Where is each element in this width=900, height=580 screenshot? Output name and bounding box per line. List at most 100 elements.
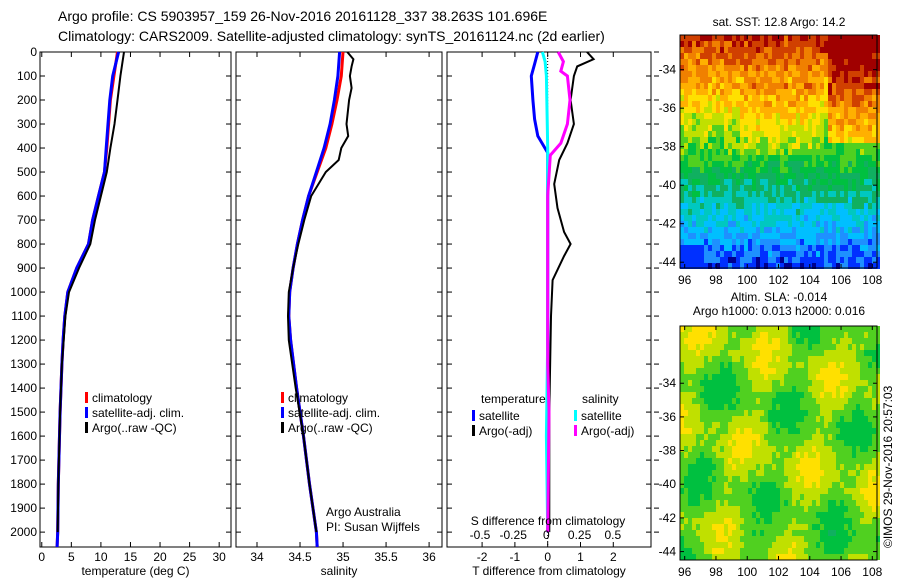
map-cell: [792, 452, 796, 458]
map-cell: [856, 386, 860, 392]
map-cell: [696, 464, 700, 470]
map-cell: [820, 344, 824, 350]
map-cell: [816, 263, 820, 269]
map-cell: [756, 380, 760, 386]
map-cell: [776, 191, 780, 197]
map-cell: [712, 404, 716, 410]
map-cell: [772, 422, 776, 428]
map-cell: [876, 380, 880, 386]
map-cell: [844, 59, 848, 65]
map-cell: [848, 155, 852, 161]
map-cell: [844, 173, 848, 179]
map-cell: [728, 458, 732, 464]
map-cell: [720, 434, 724, 440]
map-cell: [812, 35, 816, 41]
map-cell: [812, 518, 816, 524]
map-cell: [736, 143, 740, 149]
map-cell: [732, 488, 736, 494]
map-cell: [812, 251, 816, 257]
map-cell: [688, 239, 692, 245]
map-cell: [692, 185, 696, 191]
map-cell: [684, 476, 688, 482]
map-cell: [832, 332, 836, 338]
map-cell: [796, 209, 800, 215]
map-cell: [816, 257, 820, 263]
map-cell: [824, 488, 828, 494]
map-cell: [764, 464, 768, 470]
map-cell: [832, 350, 836, 356]
map-cell: [760, 416, 764, 422]
map-cell: [856, 89, 860, 95]
map-cell: [792, 209, 796, 215]
credit: ©IMOS 29-Nov-2016 20:57:03: [881, 385, 895, 548]
x-tick-label: 25: [183, 550, 197, 564]
y-tick-label: 900: [17, 261, 37, 275]
map-cell: [720, 554, 724, 560]
map-cell: [760, 362, 764, 368]
map-cell: [680, 65, 684, 71]
map-cell: [740, 368, 744, 374]
map-cell: [780, 107, 784, 113]
map-cell: [692, 428, 696, 434]
map-cell: [788, 83, 792, 89]
map-cell: [796, 404, 800, 410]
map-cell: [784, 263, 788, 269]
map-cell: [752, 482, 756, 488]
map-cell: [768, 95, 772, 101]
map-cell: [824, 542, 828, 548]
panel-frame-temperature: [39, 51, 232, 548]
map-cell: [736, 428, 740, 434]
map-cell: [748, 161, 752, 167]
map-cell: [756, 137, 760, 143]
legend-label: satellite: [479, 409, 520, 423]
map-cell: [720, 542, 724, 548]
map-cell: [748, 107, 752, 113]
map-cell: [684, 113, 688, 119]
series-argo-raw-qc-: [56, 51, 125, 533]
map-cell: [796, 434, 800, 440]
map-cell: [872, 95, 876, 101]
map-cell: [808, 452, 812, 458]
map-cell: [776, 95, 780, 101]
map-cell: [816, 251, 820, 257]
map-cell: [820, 35, 824, 41]
map-cell: [820, 524, 824, 530]
map-cell: [780, 65, 784, 71]
y-tick-label: 2000: [10, 525, 37, 539]
map-cell: [772, 416, 776, 422]
map-cell: [780, 83, 784, 89]
map-cell: [776, 332, 780, 338]
map-cell: [700, 482, 704, 488]
map-cell: [796, 83, 800, 89]
map-cell: [804, 257, 808, 263]
map-cell: [788, 173, 792, 179]
map-cell: [760, 227, 764, 233]
map-cell: [844, 362, 848, 368]
map-cell: [828, 179, 832, 185]
map-cell: [732, 542, 736, 548]
map-cell: [748, 71, 752, 77]
map-cell: [748, 404, 752, 410]
map-cell: [808, 215, 812, 221]
map-cell: [756, 149, 760, 155]
map-cell: [752, 185, 756, 191]
map-cell: [728, 197, 732, 203]
map-cell: [704, 548, 708, 554]
map-x-tick-label: 96: [678, 273, 692, 287]
map-cell: [860, 149, 864, 155]
map-cell: [764, 416, 768, 422]
map-cell: [836, 47, 840, 53]
map-cell: [712, 215, 716, 221]
map-cell: [852, 326, 856, 332]
map-cell: [696, 149, 700, 155]
map-cell: [820, 263, 824, 269]
map-cell: [732, 263, 736, 269]
map-cell: [736, 554, 740, 560]
map-cell: [836, 482, 840, 488]
map-cell: [840, 470, 844, 476]
map-cell: [868, 263, 872, 269]
map-cell: [716, 215, 720, 221]
map-cell: [696, 440, 700, 446]
map-cell: [756, 65, 760, 71]
map-cell: [852, 500, 856, 506]
